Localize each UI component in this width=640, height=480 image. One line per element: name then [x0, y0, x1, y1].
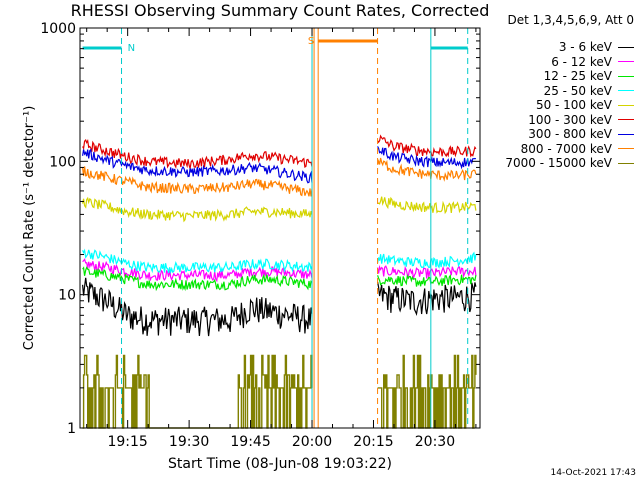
legend-swatch [618, 119, 634, 121]
x-tick-label: 20:30 [415, 434, 455, 450]
legend-label: 50 - 100 keV [535, 98, 612, 113]
series-line-0 [82, 277, 313, 337]
x-tick-label: 19:15 [107, 434, 147, 450]
series-line-3 [82, 248, 313, 275]
y-axis-title: Corrected Count Rate (s⁻¹ detector⁻¹) [22, 106, 37, 351]
series-line-5 [377, 134, 477, 158]
night-label: N [128, 43, 135, 54]
legend-swatch [618, 104, 634, 106]
series-line-6 [377, 146, 477, 170]
series-line-4 [377, 196, 477, 215]
legend-entry: 7000 - 15000 keV [505, 156, 634, 171]
legend-entry: 25 - 50 keV [505, 84, 634, 99]
legend-swatch [618, 75, 634, 77]
x-tick-label: 19:30 [169, 434, 209, 450]
x-tick-label: 20:00 [292, 434, 332, 450]
legend-swatch [618, 90, 634, 92]
generation-timestamp: 14-Oct-2021 17:43 [550, 468, 636, 478]
series-line-8 [377, 354, 477, 429]
legend-entry: 800 - 7000 keV [505, 142, 634, 157]
legend-swatch [618, 148, 634, 150]
series-line-4 [82, 196, 313, 223]
series-line-3 [377, 251, 477, 269]
y-tick-label: 100 [49, 154, 76, 170]
x-axis-title: Start Time (08-Jun-08 19:03:22) [168, 456, 392, 472]
legend-entry: 12 - 25 keV [505, 69, 634, 84]
legend-label: 300 - 800 keV [528, 127, 612, 142]
legend-label: 6 - 12 keV [551, 54, 612, 69]
legend-label: 800 - 7000 keV [520, 141, 612, 156]
legend-swatch [618, 46, 634, 48]
legend-swatch [618, 61, 634, 63]
chart-title: RHESSI Observing Summary Count Rates, Co… [70, 1, 490, 20]
legend-label: 3 - 6 keV [558, 40, 612, 55]
legend-swatch [618, 133, 634, 135]
series-line-6 [82, 148, 313, 184]
saa-label: S [308, 36, 314, 47]
series-line-7 [82, 166, 313, 197]
legend-entry: 3 - 6 keV [505, 40, 634, 55]
y-tick-label: 10 [58, 288, 76, 304]
legend-label: 100 - 300 keV [528, 112, 612, 127]
legend-entry: 50 - 100 keV [505, 98, 634, 113]
series-line-7 [377, 157, 477, 182]
series-line-5 [82, 138, 313, 169]
legend-swatch [618, 162, 634, 164]
y-tick-label: 1 [67, 421, 76, 437]
legend-label: 12 - 25 keV [543, 69, 612, 84]
series-line-1 [377, 264, 477, 279]
y-tick-label: 1000 [40, 21, 76, 37]
series-line-8 [82, 354, 313, 429]
plot-frame [79, 27, 481, 429]
x-tick-label: 19:45 [230, 434, 270, 450]
series-line-2 [377, 273, 477, 287]
legend-entry: 6 - 12 keV [505, 55, 634, 70]
x-tick-label: 20:15 [353, 434, 393, 450]
series-line-0 [377, 281, 477, 316]
legend-header: Det 1,3,4,5,6,9, Att 0 [507, 14, 634, 27]
legend-entry: 100 - 300 keV [505, 113, 634, 128]
legend: 3 - 6 keV 6 - 12 keV 12 - 25 keV 25 - 50 ke… [505, 40, 634, 171]
legend-label: 7000 - 15000 keV [505, 156, 612, 171]
legend-label: 25 - 50 keV [543, 83, 612, 98]
series-line-2 [82, 266, 313, 292]
legend-entry: 300 - 800 keV [505, 127, 634, 142]
legend-header-text: Det 1,3,4,5,6,9, Att 0 [507, 13, 634, 27]
